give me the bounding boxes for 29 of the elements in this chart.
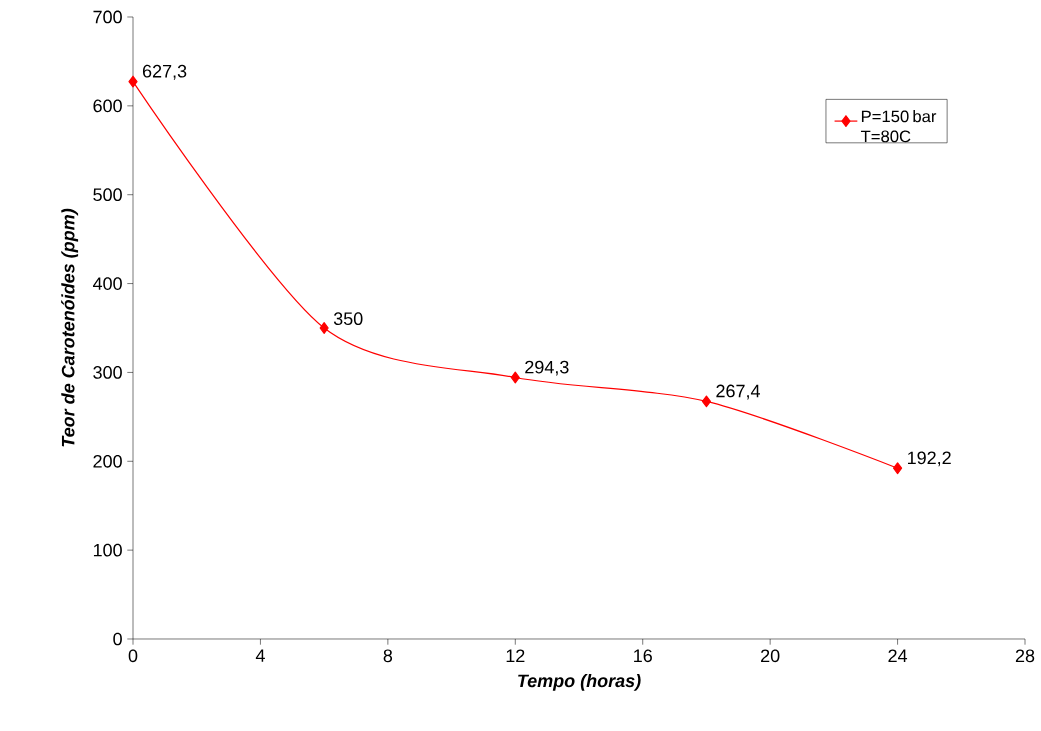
point [128, 75, 138, 88]
x-tick-label: 12 [506, 649, 525, 662]
y-tick-label: 400 [92, 277, 122, 290]
y-tick-label: 500 [93, 188, 122, 202]
y-tick-label: 0 [113, 632, 122, 646]
data-label: 627,3 [142, 64, 187, 80]
data-label: 350 [333, 312, 363, 326]
x-tick-label: 8 [383, 649, 393, 663]
x-tick-label: 28 [1015, 649, 1035, 663]
y-tick-label: 100 [93, 543, 122, 557]
data-label: 267,4 [716, 384, 760, 400]
y-tick-label: 200 [93, 454, 122, 468]
point [892, 462, 903, 475]
point [319, 322, 329, 334]
point [510, 371, 520, 384]
point [701, 395, 712, 408]
x-axis-title: Tempo (horas) [518, 673, 641, 691]
data-label: 294,3 [525, 360, 569, 376]
legend-label: P=150 bar T=80C [860, 110, 937, 143]
x-tick-label: 24 [888, 649, 908, 662]
y-tick-label: 300 [93, 366, 122, 379]
x-tick-label: 4 [255, 649, 265, 662]
y-axis-title: Teor de Carotenóides (ppm) [61, 208, 79, 447]
data-label: 192,2 [908, 451, 951, 467]
x-tick-label: 0 [128, 649, 138, 663]
y-tick-label: 700 [93, 10, 122, 24]
x-tick-label: 20 [761, 649, 780, 663]
y-tick-label: 600 [93, 99, 122, 113]
x-tick-label: 16 [634, 649, 652, 663]
